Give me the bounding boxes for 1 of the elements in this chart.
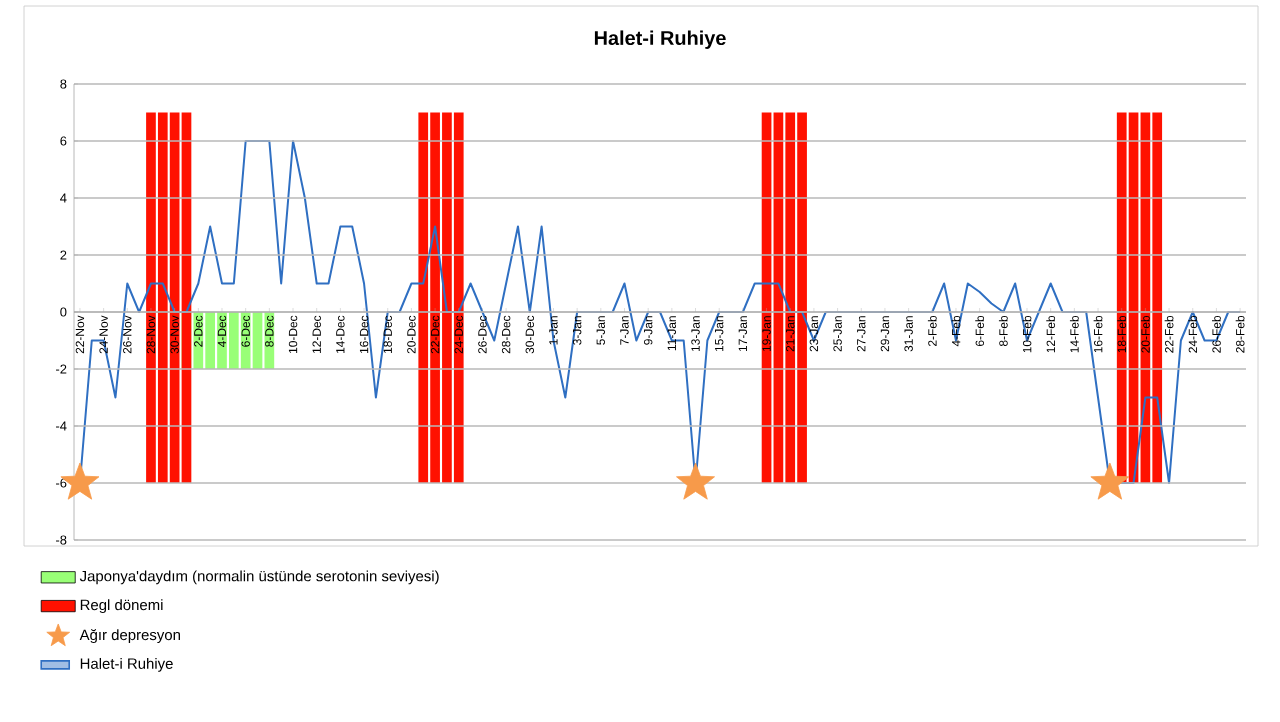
chart-title: Halet-i Ruhiye — [594, 30, 726, 49]
